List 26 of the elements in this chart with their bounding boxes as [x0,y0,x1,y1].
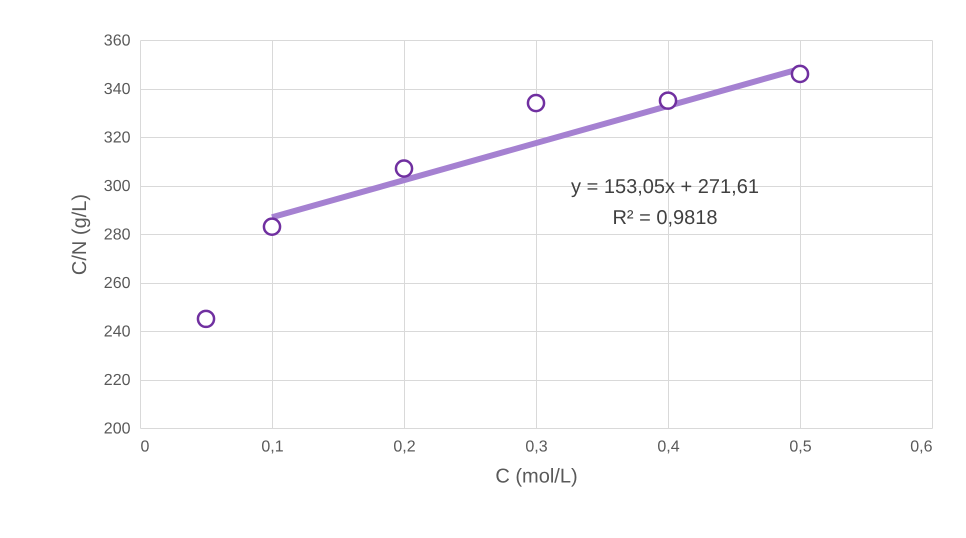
annotation: y = 153,05x + 271,61 [571,176,759,198]
y-tick-label: 340 [104,81,131,98]
y-tick-label: 280 [104,226,131,244]
x-tick-label: 0,5 [789,438,812,456]
point [196,310,216,328]
x-tick-label: 0,4 [657,438,680,456]
x-tick-label: 0,1 [261,438,284,456]
point [526,94,546,112]
y-tick-label: 320 [104,130,131,146]
x-tick-label: 0 [140,438,150,456]
annotation: R² = 0,9818 [612,207,718,229]
point [394,159,414,178]
x-tick-label: 0,3 [525,438,548,456]
y-tick-label: 200 [104,420,131,438]
y-tick-label: 220 [104,372,131,389]
x-tick-label: 0,6 [910,438,933,456]
y-tick-label: 300 [104,178,131,195]
point [658,91,678,110]
x-axis-title: C (mol/L) [495,466,578,488]
y-axis-title: C/N (g/L) [68,194,91,276]
y-tick-label: 240 [104,324,131,340]
x-tick-label: 0,2 [393,438,416,456]
y-tick-label: 360 [104,32,131,50]
y-tick-label: 260 [104,275,131,292]
point [790,64,810,84]
point [262,217,282,236]
